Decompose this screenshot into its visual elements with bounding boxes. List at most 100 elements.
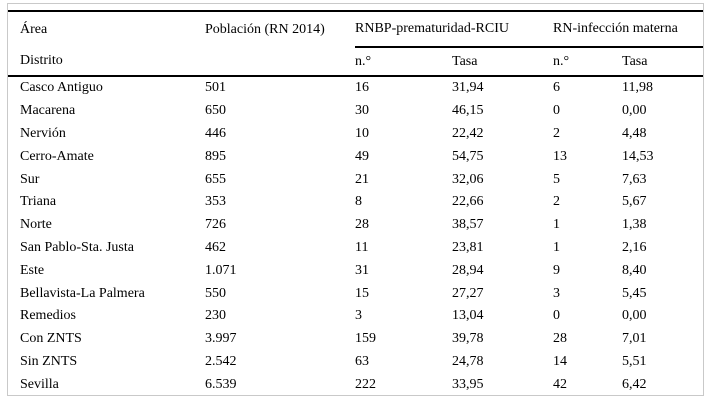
- table-row: Macarena 650 30 46,15 0 0,00: [8, 100, 703, 123]
- district-cell: Bellavista-La Palmera: [20, 285, 145, 301]
- rnbp-count-cell: 63: [355, 353, 369, 369]
- table-row: Sin ZNTS 2.542 63 24,78 14 5,51: [8, 351, 703, 374]
- population-cell: 6.539: [205, 376, 237, 392]
- district-statistics-table: Área Población (RN 2014) RNBP-prematurid…: [8, 10, 703, 395]
- rnbp-count-cell: 28: [355, 217, 369, 233]
- population-cell: 230: [205, 308, 226, 324]
- infection-rate-cell: 11,98: [622, 80, 653, 96]
- rnbp-count-cell: 222: [355, 376, 376, 392]
- rnbp-rate-cell: 13,04: [452, 308, 484, 324]
- table-row: Nervión 446 10 22,42 2 4,48: [8, 123, 703, 146]
- rnbp-count-cell: 15: [355, 285, 369, 301]
- district-cell: Remedios: [20, 308, 76, 324]
- infection-count-cell: 2: [553, 125, 561, 141]
- header-district: Distrito: [8, 47, 205, 77]
- infection-count-cell: 42: [553, 376, 568, 392]
- rnbp-rate-cell: 32,06: [452, 171, 484, 187]
- infection-count-cell: 1: [553, 239, 561, 255]
- rnbp-rate-cell: 22,66: [452, 194, 484, 210]
- rnbp-rate-cell: 27,27: [452, 285, 484, 301]
- district-cell: Triana: [20, 194, 57, 210]
- population-cell: 726: [205, 217, 226, 233]
- infection-rate-cell: 0,00: [622, 103, 647, 119]
- infection-rate-cell: 1,38: [622, 217, 647, 233]
- table-row: Casco Antiguo 501 16 31,94 6 11,98: [8, 76, 703, 100]
- infection-count-cell: 3: [553, 285, 561, 301]
- rnbp-rate-cell: 23,81: [452, 239, 484, 255]
- infection-count-cell: 5: [553, 171, 561, 187]
- header-rnbp-rate: Tasa: [452, 47, 554, 77]
- infection-rate-cell: 0,00: [622, 308, 647, 324]
- rnbp-rate-cell: 46,15: [452, 103, 484, 119]
- header-infection-n: n.°: [553, 47, 623, 77]
- header-row-groups: Área Población (RN 2014) RNBP-prematurid…: [8, 11, 703, 48]
- rnbp-rate-cell: 28,94: [452, 262, 484, 278]
- district-cell: Sur: [20, 171, 40, 187]
- population-cell: 655: [205, 171, 226, 187]
- header-row-subcolumns: Distrito n.° Tasa n.° Tasa: [8, 47, 703, 77]
- rnbp-count-cell: 21: [355, 171, 369, 187]
- rnbp-count-cell: 11: [355, 239, 369, 255]
- population-cell: 501: [205, 80, 226, 96]
- table-row: San Pablo-Sta. Justa 462 11 23,81 1 2,16: [8, 237, 703, 260]
- infection-count-cell: 6: [553, 80, 561, 96]
- rnbp-count-cell: 16: [355, 80, 369, 96]
- header-group-maternal-infection: RN-infección materna: [553, 11, 703, 48]
- infection-count-cell: 9: [553, 262, 561, 278]
- table-row: Este 1.071 31 28,94 9 8,40: [8, 259, 703, 282]
- district-cell: Macarena: [20, 103, 76, 119]
- infection-rate-cell: 2,16: [622, 239, 647, 255]
- infection-count-cell: 1: [553, 217, 561, 233]
- rnbp-count-cell: 30: [355, 103, 369, 119]
- rnbp-count-cell: 3: [355, 308, 362, 324]
- table-row: Norte 726 28 38,57 1 1,38: [8, 214, 703, 237]
- infection-rate-cell: 7,01: [622, 331, 647, 347]
- infection-rate-cell: 6,42: [622, 376, 647, 392]
- district-cell: San Pablo-Sta. Justa: [20, 239, 134, 255]
- table-row: Sevilla 6.539 222 33,95 42 6,42: [8, 373, 703, 395]
- population-cell: 3.997: [205, 331, 237, 347]
- rnbp-rate-cell: 31,94: [452, 80, 484, 96]
- table-header: Área Población (RN 2014) RNBP-prematurid…: [8, 11, 703, 77]
- table-row: Bellavista-La Palmera 550 15 27,27 3 5,4…: [8, 282, 703, 305]
- infection-rate-cell: 8,40: [622, 262, 647, 278]
- table-row: Cerro-Amate 895 49 54,75 13 14,53: [8, 145, 703, 168]
- infection-count-cell: 0: [553, 308, 561, 324]
- population-cell: 353: [205, 194, 226, 210]
- population-cell: 2.542: [205, 353, 237, 369]
- header-rnbp-n: n.°: [355, 47, 452, 77]
- population-cell: 650: [205, 103, 226, 119]
- statistics-table-frame: Área Población (RN 2014) RNBP-prematurid…: [7, 3, 704, 396]
- infection-rate-cell: 5,45: [622, 285, 647, 301]
- header-empty: [205, 47, 355, 77]
- district-cell: Casco Antiguo: [20, 80, 103, 96]
- district-cell: Norte: [20, 217, 52, 233]
- table-row: Remedios 230 3 13,04 0 0,00: [8, 305, 703, 328]
- infection-rate-cell: 14,53: [622, 148, 654, 164]
- rnbp-count-cell: 31: [355, 262, 369, 278]
- district-cell: Con ZNTS: [20, 331, 82, 347]
- district-cell: Nervión: [20, 125, 66, 141]
- district-cell: Este: [20, 262, 45, 278]
- rnbp-rate-cell: 38,57: [452, 217, 484, 233]
- header-area: Área: [20, 21, 48, 37]
- header-group-rnbp: RNBP-prematuridad-RCIU: [355, 11, 554, 48]
- infection-count-cell: 0: [553, 103, 561, 119]
- rnbp-rate-cell: 24,78: [452, 353, 484, 369]
- district-cell: Sevilla: [20, 376, 59, 392]
- header-infection-rate: Tasa: [622, 47, 703, 77]
- table-row: Sur 655 21 32,06 5 7,63: [8, 168, 703, 191]
- infection-count-cell: 13: [553, 148, 568, 164]
- infection-rate-cell: 7,63: [622, 171, 647, 187]
- district-cell: Sin ZNTS: [20, 353, 78, 369]
- table-body: Casco Antiguo 501 16 31,94 6 11,98 Macar…: [8, 76, 703, 395]
- population-cell: 550: [205, 285, 226, 301]
- population-cell: 895: [205, 148, 226, 164]
- rnbp-count-cell: 10: [355, 125, 369, 141]
- table-row: Con ZNTS 3.997 159 39,78 28 7,01: [8, 328, 703, 351]
- rnbp-count-cell: 159: [355, 331, 376, 347]
- population-cell: 462: [205, 239, 226, 255]
- rnbp-count-cell: 49: [355, 148, 369, 164]
- table-row: Triana 353 8 22,66 2 5,67: [8, 191, 703, 214]
- rnbp-rate-cell: 33,95: [452, 376, 484, 392]
